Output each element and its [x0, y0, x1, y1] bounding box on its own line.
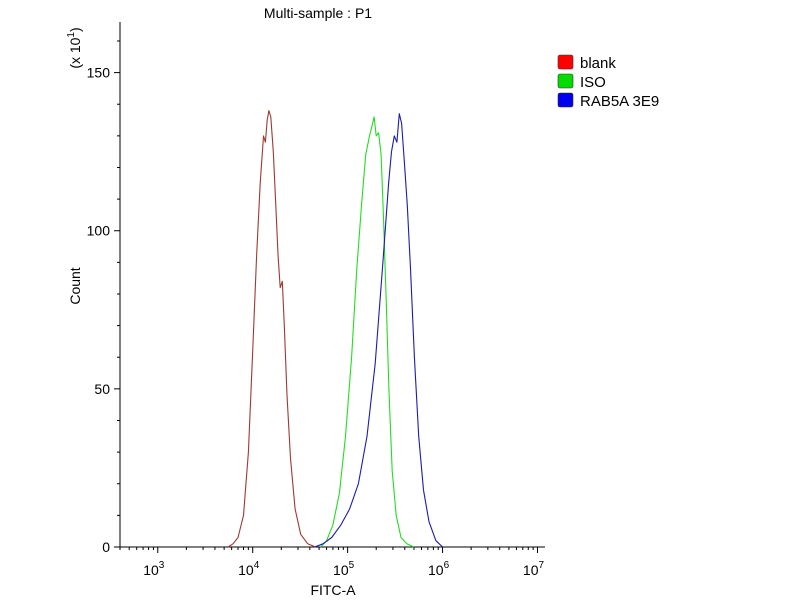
series-line-1 — [227, 110, 316, 548]
legend-swatch-3 — [557, 92, 574, 108]
x-tick-label: 105 — [333, 560, 355, 578]
y-axis-multiplier: (x 101) — [66, 27, 83, 68]
series-line-2 — [320, 116, 415, 548]
series-line-3 — [314, 113, 443, 548]
legend-label-2: ISO — [580, 74, 606, 91]
legend-label-3: RAB5A 3E9 — [580, 93, 659, 110]
y-tick-label: 150 — [87, 65, 111, 81]
chart-title: Multi-sample : P1 — [264, 5, 372, 21]
x-tick-label: 104 — [238, 560, 260, 578]
x-axis-label: FITC-A — [310, 582, 356, 598]
y-axis-multiplier-exponent: 1 — [66, 32, 77, 38]
legend: blank ISO RAB5A 3E9 — [557, 54, 659, 110]
y-axis-label: Count — [67, 267, 83, 304]
y-tick-label: 0 — [102, 539, 110, 555]
x-tick-label: 107 — [523, 560, 545, 578]
legend-swatch-1 — [557, 54, 574, 70]
plot-area: 0 50 100 150 103 104 105 106 107 — [87, 22, 545, 578]
y-tick-label: 100 — [87, 223, 111, 239]
x-tick-label: 103 — [143, 560, 165, 578]
legend-swatch-2 — [557, 73, 574, 89]
x-tick-label: 106 — [428, 560, 450, 578]
legend-label-1: blank — [580, 55, 616, 72]
y-tick-label: 50 — [94, 381, 110, 397]
